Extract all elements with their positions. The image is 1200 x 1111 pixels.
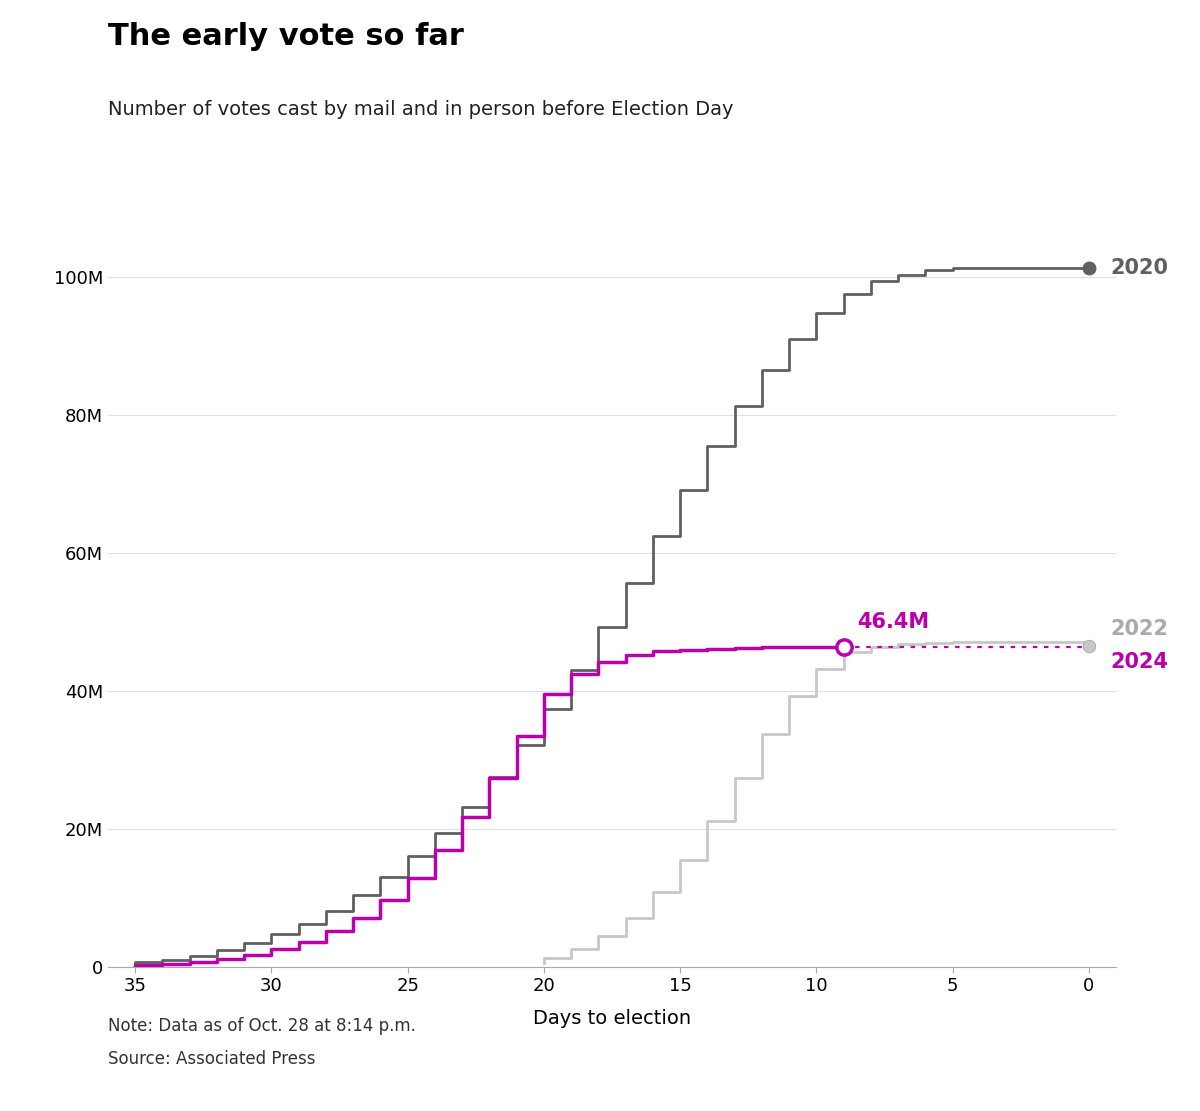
Text: 2020: 2020 bbox=[1110, 258, 1169, 278]
Text: The early vote so far: The early vote so far bbox=[108, 22, 464, 51]
Text: Note: Data as of Oct. 28 at 8:14 p.m.: Note: Data as of Oct. 28 at 8:14 p.m. bbox=[108, 1017, 416, 1034]
Text: Number of votes cast by mail and in person before Election Day: Number of votes cast by mail and in pers… bbox=[108, 100, 733, 119]
Text: 46.4M: 46.4M bbox=[857, 611, 929, 631]
Text: 2024: 2024 bbox=[1110, 652, 1169, 672]
X-axis label: Days to election: Days to election bbox=[533, 1009, 691, 1028]
Text: 2022: 2022 bbox=[1110, 619, 1169, 639]
Text: Source: Associated Press: Source: Associated Press bbox=[108, 1050, 316, 1068]
